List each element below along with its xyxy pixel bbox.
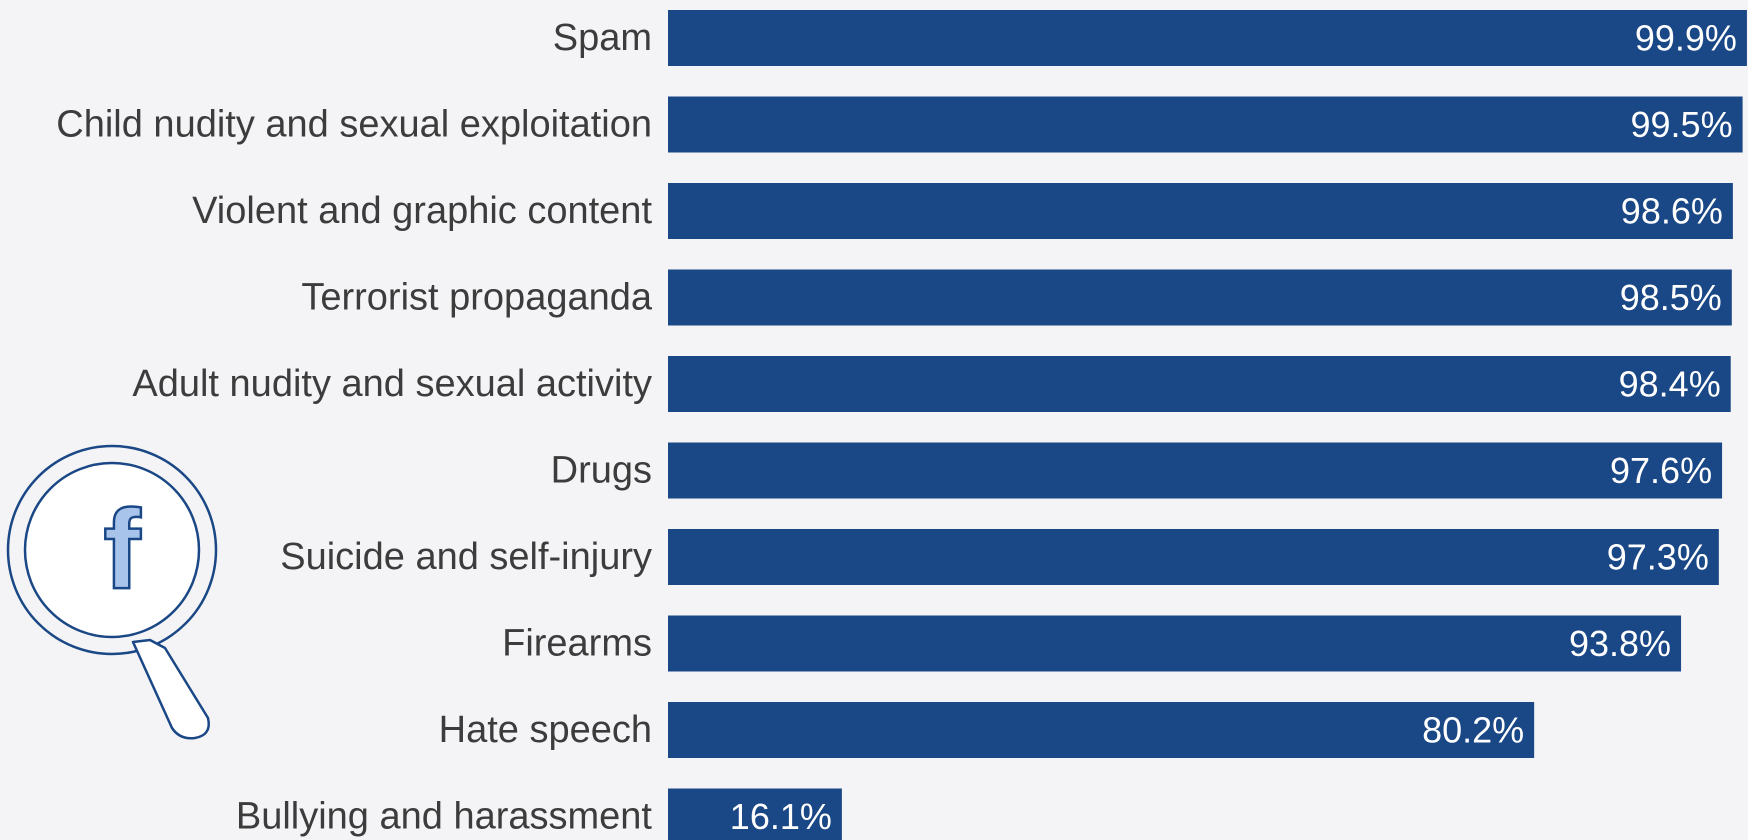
category-label-adult-nudity-and-sexual-activity: Adult nudity and sexual activity — [132, 363, 652, 405]
bar-adult-nudity-and-sexual-activity — [668, 356, 1731, 412]
category-label-child-nudity-and-sexual-exploitation: Child nudity and sexual exploitation — [56, 104, 652, 146]
bar-hate-speech — [668, 702, 1535, 758]
value-label-bullying-and-harassment: 16.1% — [730, 796, 832, 837]
bar-spam — [668, 10, 1747, 66]
category-label-terrorist-propaganda: Terrorist propaganda — [301, 277, 653, 319]
category-label-suicide-and-self-injury: Suicide and self-injury — [280, 536, 652, 578]
bar-firearms — [668, 615, 1682, 672]
value-labels: 99.9% 99.5% 98.6% 98.5% 98.4% 97.6% 97.3% 93.8%… — [730, 18, 1737, 838]
value-label-hate-speech: 80.2% — [1422, 710, 1524, 751]
category-label-spam: Spam — [553, 17, 652, 59]
category-label-drugs: Drugs — [551, 450, 652, 492]
bar-terrorist-propaganda — [668, 269, 1732, 326]
value-label-suicide-and-self-injury: 97.3% — [1607, 537, 1709, 578]
category-label-firearms: Firearms — [502, 623, 652, 665]
category-labels: Spam Child nudity and sexual exploitation… — [56, 17, 653, 838]
magnifier-facebook-icon: f — [6, 444, 218, 740]
value-label-violent-and-graphic-content: 98.6% — [1621, 191, 1723, 232]
bars — [668, 10, 1747, 840]
value-label-child-nudity-and-sexual-exploitation: 99.5% — [1631, 104, 1733, 145]
category-label-violent-and-graphic-content: Violent and graphic content — [192, 190, 652, 232]
value-label-adult-nudity-and-sexual-activity: 98.4% — [1619, 364, 1721, 405]
category-label-hate-speech: Hate speech — [439, 709, 652, 751]
category-label-bullying-and-harassment: Bullying and harassment — [236, 796, 653, 838]
value-label-terrorist-propaganda: 98.5% — [1620, 277, 1722, 318]
bar-child-nudity-and-sexual-exploitation — [668, 96, 1743, 153]
magnifier-lens-inner — [23, 461, 201, 639]
bar-drugs — [668, 442, 1723, 499]
facebook-f-icon: f — [103, 487, 141, 612]
bar-violent-and-graphic-content — [668, 183, 1733, 239]
bar-suicide-and-self-injury — [668, 529, 1719, 585]
magnifier-handle — [131, 638, 210, 740]
value-label-drugs: 97.6% — [1610, 450, 1712, 491]
value-label-spam: 99.9% — [1635, 18, 1737, 59]
value-label-firearms: 93.8% — [1569, 623, 1671, 664]
bar-bullying-and-harassment — [668, 788, 842, 840]
